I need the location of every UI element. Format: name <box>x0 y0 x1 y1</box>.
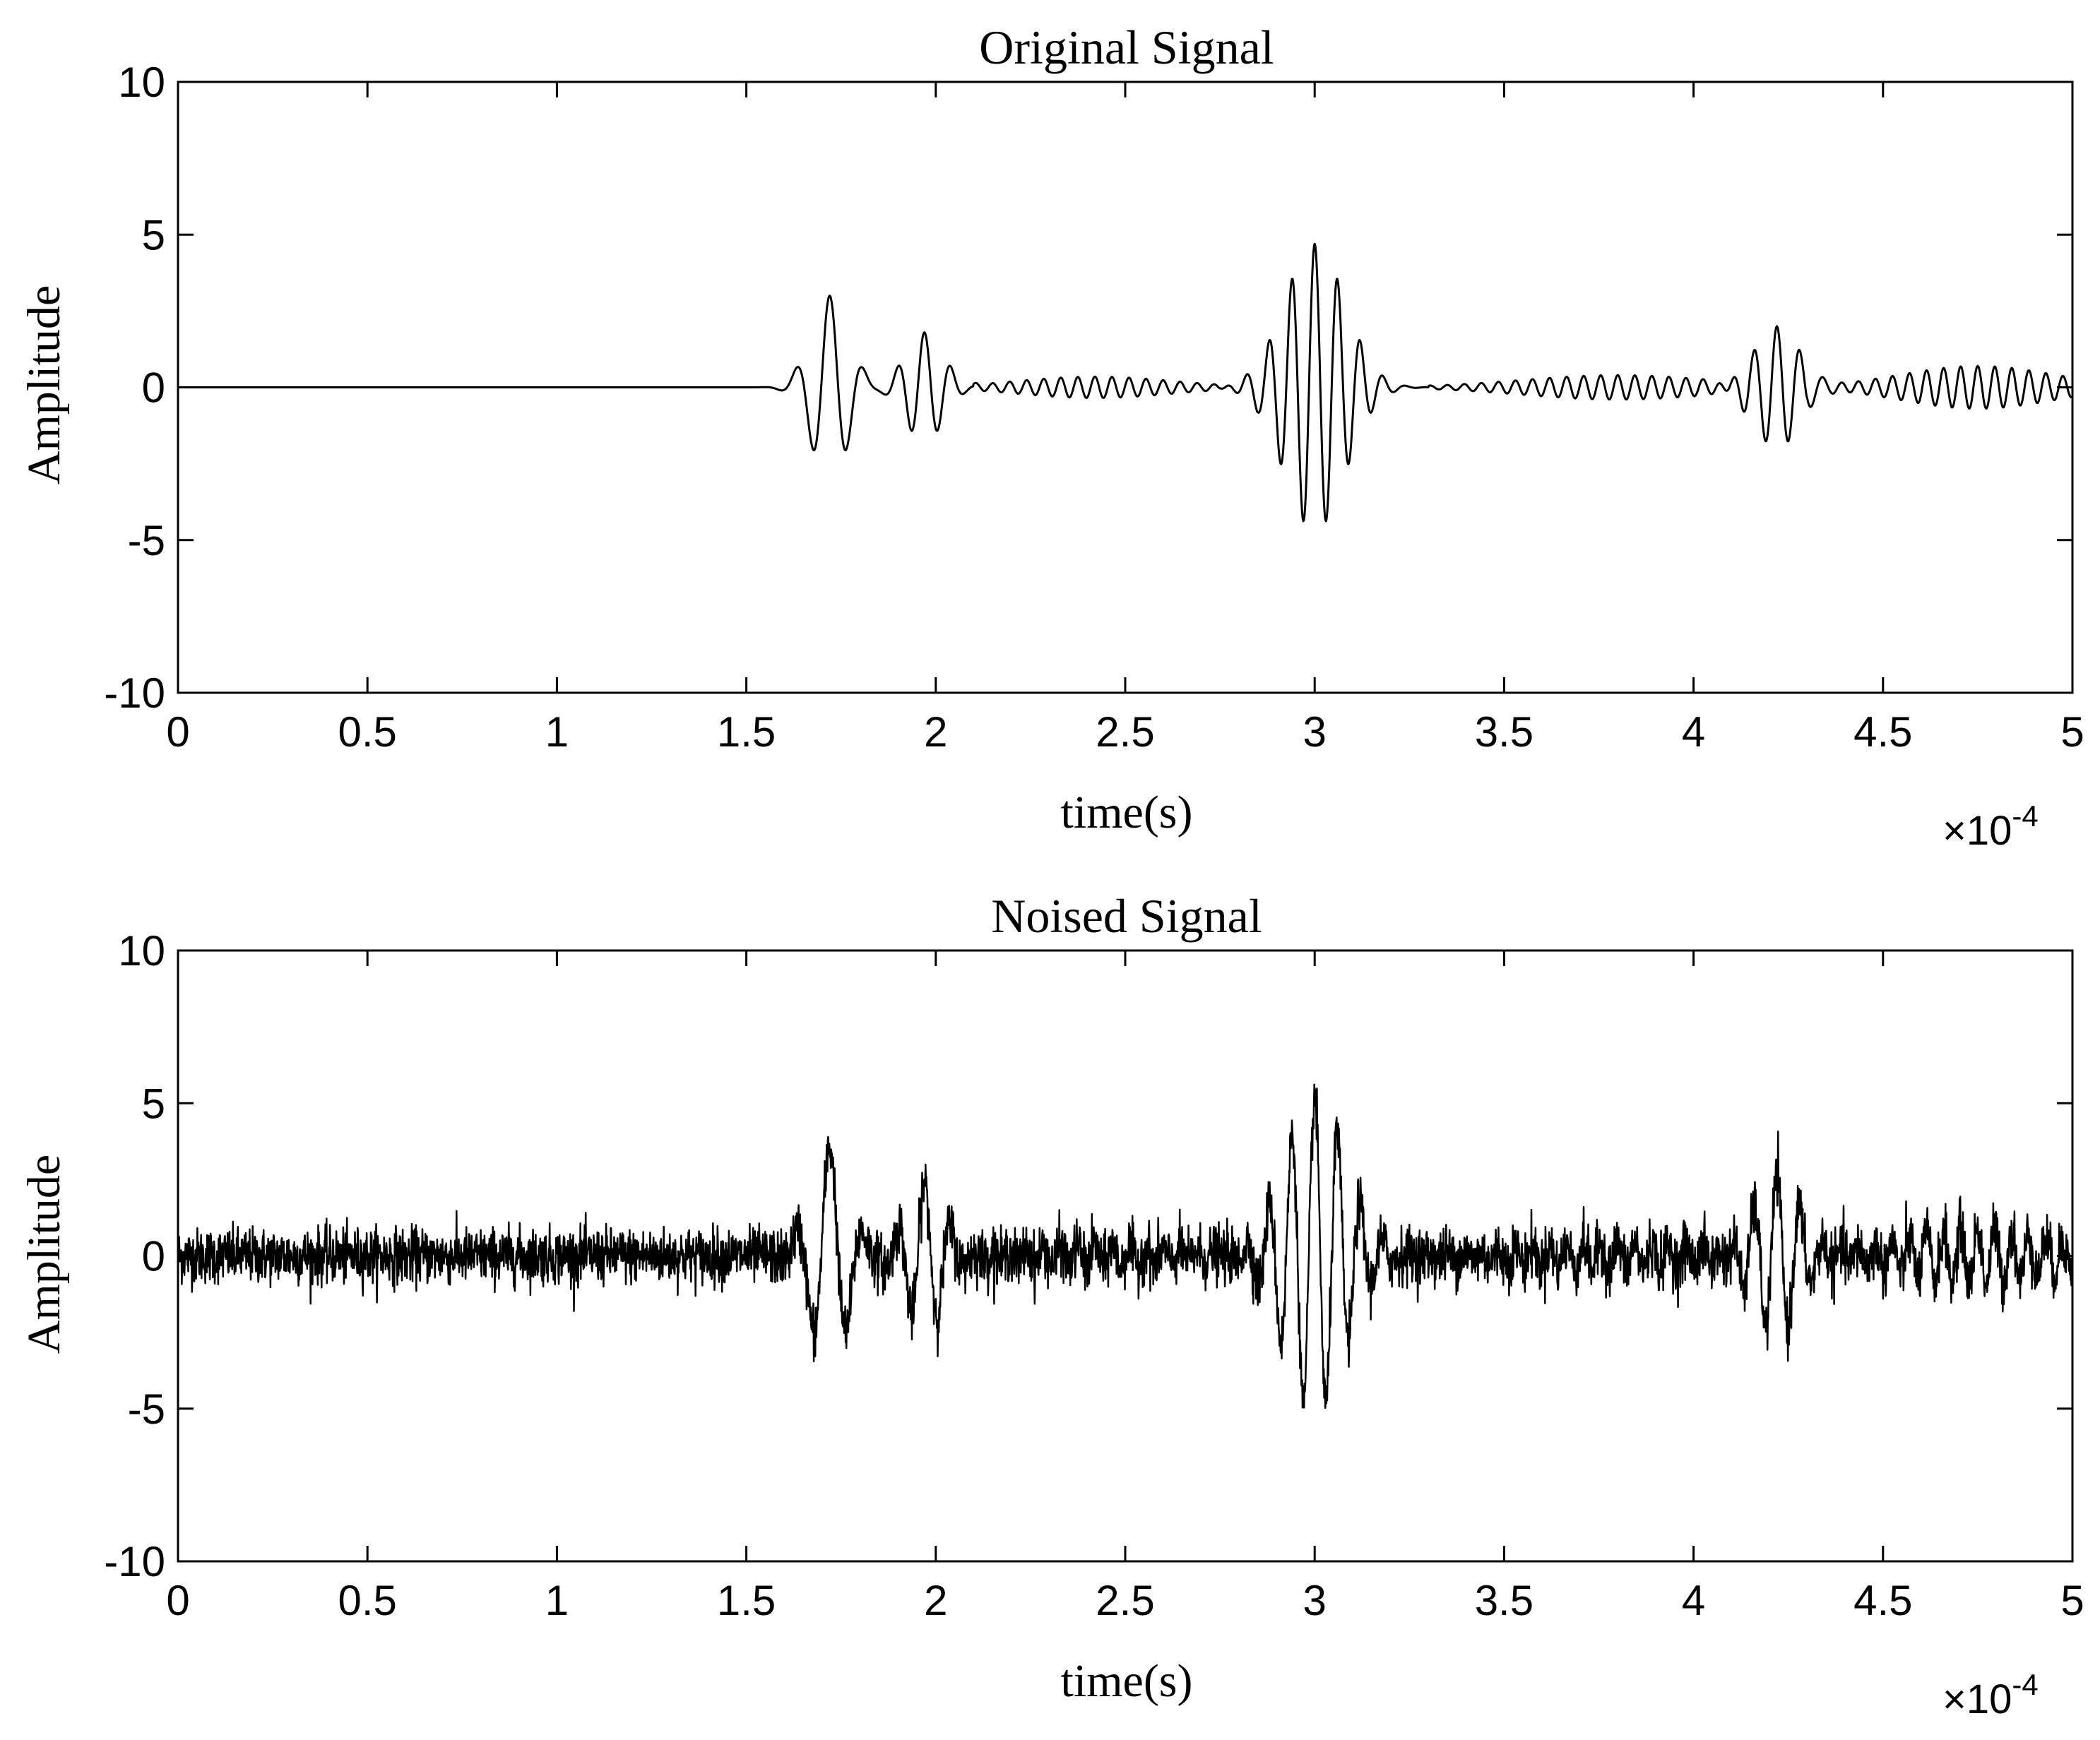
x-tick-label: 3 <box>1303 708 1327 756</box>
y-tick-label: 10 <box>118 927 165 975</box>
tick-labels: 0 0.5 1 1.5 2 2.5 3 3.5 4 4.5 5 10 5 0 -5 -10 <box>104 927 2084 1624</box>
tick-labels: 0 0.5 1 1.5 2 2.5 3 3.5 4 4.5 5 10 5 0 -5 -10 <box>104 59 2084 756</box>
y-tick-label: -5 <box>128 517 165 564</box>
x-exponent: ×10-4 <box>1942 799 2039 854</box>
svg-text:×10-4: ×10-4 <box>1942 1668 2039 1722</box>
x-exponent: ×10-4 <box>1942 1668 2039 1722</box>
x-tick-label: 2.5 <box>1096 1577 1154 1624</box>
x-tick-label: 1 <box>545 1577 569 1624</box>
x-exponent-base: ×10 <box>1942 1676 2012 1722</box>
x-tick-label: 4.5 <box>1853 708 1912 756</box>
x-tick-label: 1.5 <box>717 1577 776 1624</box>
y-tick-label: -10 <box>104 669 165 717</box>
chart-title: Noised Signal <box>991 889 1262 943</box>
svg-text:×10-4: ×10-4 <box>1942 799 2039 854</box>
y-tick-label: -5 <box>128 1386 165 1433</box>
y-tick-label: 5 <box>142 211 165 258</box>
chart-title: Original Signal <box>979 20 1274 74</box>
x-tick-label: 0 <box>166 708 189 756</box>
x-exponent-power: -4 <box>2012 799 2038 833</box>
x-tick-label: 3 <box>1303 1577 1327 1624</box>
y-axis-label: Amplitude <box>18 285 70 484</box>
x-axis-label: time(s) <box>1061 787 1193 838</box>
x-tick-label: 4.5 <box>1853 1577 1912 1624</box>
x-tick-label: 5 <box>2060 1577 2084 1624</box>
x-tick-label: 1.5 <box>717 708 776 756</box>
series-line <box>177 242 2074 523</box>
x-tick-label: 2 <box>924 1577 947 1624</box>
x-tick-label: 3.5 <box>1475 708 1534 756</box>
x-axis-label: time(s) <box>1061 1655 1193 1707</box>
x-tick-label: 2 <box>924 708 947 756</box>
x-tick-label: 0.5 <box>338 708 396 756</box>
plot-frame <box>177 949 2074 1563</box>
y-tick-label: -10 <box>104 1538 165 1585</box>
panel-original-signal: Original Signal Amplitude time(s) ×10-4 … <box>18 20 2084 854</box>
x-tick-label: 2.5 <box>1096 708 1154 756</box>
x-tick-label: 4 <box>1682 708 1705 756</box>
x-exponent-base: ×10 <box>1942 808 2012 854</box>
y-tick-label: 0 <box>142 364 165 412</box>
series-line <box>177 1083 2074 1410</box>
x-tick-label: 0.5 <box>338 1577 396 1624</box>
plot-frame <box>177 81 2074 694</box>
x-tick-label: 1 <box>545 708 569 756</box>
x-tick-label: 0 <box>166 1577 189 1624</box>
y-tick-label: 10 <box>118 59 165 106</box>
x-tick-label: 4 <box>1682 1577 1705 1624</box>
x-tick-label: 5 <box>2060 708 2084 756</box>
y-tick-label: 0 <box>142 1233 165 1280</box>
y-axis-label: Amplitude <box>18 1155 70 1354</box>
y-tick-label: 5 <box>142 1080 165 1127</box>
x-tick-label: 3.5 <box>1475 1577 1534 1624</box>
x-exponent-power: -4 <box>2012 1668 2038 1701</box>
